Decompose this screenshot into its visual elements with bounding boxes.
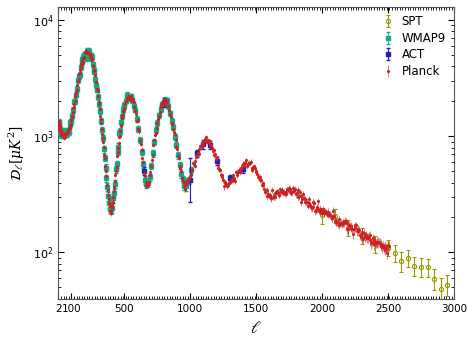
X-axis label: $\ell$: $\ell$ [250,319,262,337]
Legend: SPT, WMAP9, ACT, Planck: SPT, WMAP9, ACT, Planck [379,13,448,80]
Y-axis label: $\mathcal{D}_\ell[\mu K^2]$: $\mathcal{D}_\ell[\mu K^2]$ [7,125,27,181]
